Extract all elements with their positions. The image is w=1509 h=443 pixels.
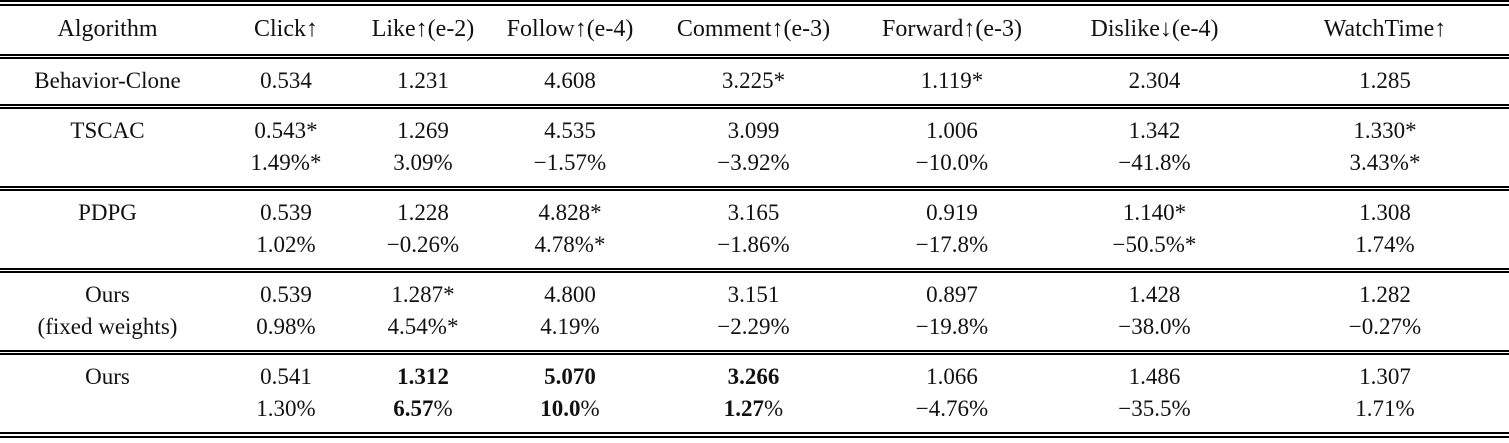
algorithm-name-subline	[0, 229, 215, 271]
algorithm-name-subline	[0, 147, 215, 189]
value-cell: 4.535	[544, 118, 596, 143]
row-group-ours-fixed-weights: Ours 0.539 1.287* 4.800 3.151 0.897 1.428 1.282…	[0, 270, 1509, 353]
value-cell: 4.800	[544, 282, 596, 307]
column-header-forward-e-3: Forward↑(e-3)	[882, 16, 1022, 42]
value-cell: 1.006	[926, 118, 978, 143]
row-group-behavior-clone: Behavior-Clone 0.534 1.231 4.608 3.225* 1.119…	[0, 57, 1509, 107]
column-header-like-e-2: Like↑(e-2)	[371, 16, 475, 42]
percent-cell: −0.26%	[386, 232, 460, 257]
percent-cell: −4.76%	[915, 396, 989, 421]
percent-cell: 3.09%	[393, 150, 453, 175]
value-cell: 3.266	[727, 364, 780, 389]
table-row-values: Behavior-Clone 0.534 1.231 4.608 3.225* 1.119…	[0, 57, 1509, 107]
value-cell: 1.428	[1128, 282, 1181, 307]
percent-cell: −1.57%	[533, 150, 607, 175]
value-cell: 4.828*	[538, 200, 602, 225]
percent-cell: −1.86%	[717, 232, 790, 257]
value-cell: 0.897	[926, 282, 978, 307]
percent-cell: 1.30%	[256, 396, 316, 421]
value-cell: 1.330*	[1353, 118, 1417, 143]
row-group-tscac: TSCAC 0.543* 1.269 4.535 3.099 1.006 1.342 1.33…	[0, 106, 1509, 189]
value-cell: 1.066	[926, 364, 978, 389]
value-cell: 1.308	[1359, 200, 1411, 225]
algorithm-name: TSCAC	[70, 118, 145, 143]
value-cell: 4.608	[544, 68, 596, 93]
percent-cell: −38.0%	[1118, 314, 1191, 339]
value-cell: 3.099	[727, 118, 780, 143]
percent-cell: −19.8%	[915, 314, 989, 339]
value-cell: 0.543*	[254, 118, 318, 143]
table-row-percent-change: 1.02% −0.26% 4.78%* −1.86% −17.8% −50.5%* 1.74…	[0, 229, 1509, 271]
algorithm-name: Ours	[85, 364, 130, 389]
value-cell: 1.140*	[1122, 200, 1187, 225]
value-cell: 1.228	[397, 200, 449, 225]
value-cell: 0.539	[260, 200, 312, 225]
value-cell: 3.151	[727, 282, 780, 307]
row-group-ours: Ours 0.541 1.312 5.070 3.266 1.066 1.486 1.307 1…	[0, 352, 1509, 436]
table-row-values: Ours 0.539 1.287* 4.800 3.151 0.897 1.428 1.282	[0, 271, 1509, 312]
table-row-percent-change: 1.49%* 3.09% −1.57% −3.92% −10.0% −41.8% 3.43%…	[0, 147, 1509, 189]
value-cell: 1.307	[1359, 364, 1411, 389]
percent-cell: 10.0%	[540, 396, 600, 421]
value-cell: 1.119*	[920, 68, 984, 93]
table-row-percent-change: (fixed weights) 0.98% 4.54%* 4.19% −2.29% −19…	[0, 311, 1509, 353]
percent-cell: 1.02%	[256, 232, 316, 257]
percent-cell: −2.29%	[717, 314, 790, 339]
percent-cell: 0.98%	[256, 314, 316, 339]
value-cell: 2.304	[1128, 68, 1181, 93]
value-cell: 1.269	[397, 118, 449, 143]
percent-cell: 6.57%	[393, 396, 453, 421]
value-cell: 1.312	[397, 364, 449, 389]
column-header-follow-e-4: Follow↑(e-4)	[506, 16, 634, 42]
percent-cell: −17.8%	[915, 232, 989, 257]
table-row-values: Ours 0.541 1.312 5.070 3.266 1.066 1.486 1.307	[0, 353, 1509, 394]
percent-cell: −10.0%	[915, 150, 989, 175]
column-header-click: Click↑	[254, 16, 318, 42]
value-cell: 1.486	[1128, 364, 1181, 389]
table-header: Algorithm Click↑ Like↑(e-2) Follow↑(e-4) Com…	[0, 3, 1509, 57]
percent-cell: −35.5%	[1118, 396, 1191, 421]
percent-cell: 1.74%	[1355, 232, 1415, 257]
percent-cell: 1.49%*	[250, 150, 322, 175]
percent-cell: −3.92%	[717, 150, 790, 175]
algorithm-name: Ours	[85, 282, 130, 307]
column-header-algorithm: Algorithm	[57, 16, 158, 42]
value-cell: 3.165	[727, 200, 780, 225]
percent-cell: 3.43%*	[1349, 150, 1421, 175]
table-row-percent-change: 1.30% 6.57% 10.0% 1.27% −4.76% −35.5% 1.71%	[0, 393, 1509, 435]
value-cell: 1.342	[1128, 118, 1181, 143]
percent-cell: −50.5%*	[1112, 232, 1197, 257]
value-cell: 1.282	[1359, 282, 1411, 307]
value-cell: 0.539	[260, 282, 312, 307]
percent-cell: 4.19%	[540, 314, 600, 339]
value-cell: 5.070	[544, 364, 596, 389]
value-cell: 0.541	[260, 364, 312, 389]
percent-cell: 4.54%*	[387, 314, 459, 339]
header-row: Algorithm Click↑ Like↑(e-2) Follow↑(e-4) Com…	[0, 3, 1509, 57]
percent-cell: −41.8%	[1118, 150, 1191, 175]
table-row-values: PDPG 0.539 1.228 4.828* 3.165 0.919 1.140* 1.30…	[0, 189, 1509, 230]
value-cell: 1.285	[1359, 68, 1411, 93]
percent-cell: 4.78%*	[534, 232, 606, 257]
column-header-watchtime: WatchTime↑	[1323, 16, 1447, 42]
value-cell: 1.231	[397, 68, 449, 93]
column-header-comment-e-3: Comment↑(e-3)	[676, 16, 831, 42]
algorithm-name: PDPG	[78, 200, 137, 225]
value-cell: 0.534	[260, 68, 312, 93]
algorithm-name-subline: (fixed weights)	[37, 314, 178, 339]
value-cell: 3.225*	[721, 68, 786, 93]
algorithm-name: Behavior-Clone	[34, 68, 181, 93]
algorithm-name-subline	[0, 393, 215, 435]
column-header-dislike-e-4: Dislike↓(e-4)	[1090, 16, 1219, 42]
table-row-values: TSCAC 0.543* 1.269 4.535 3.099 1.006 1.342 1.33…	[0, 107, 1509, 148]
percent-cell: −0.27%	[1348, 314, 1422, 339]
value-cell: 0.919	[926, 200, 978, 225]
row-group-pdpg: PDPG 0.539 1.228 4.828* 3.165 0.919 1.140* 1.30…	[0, 188, 1509, 271]
percent-cell: 1.71%	[1355, 396, 1415, 421]
value-cell: 1.287*	[391, 282, 455, 307]
percent-cell: 1.27%	[723, 396, 784, 421]
